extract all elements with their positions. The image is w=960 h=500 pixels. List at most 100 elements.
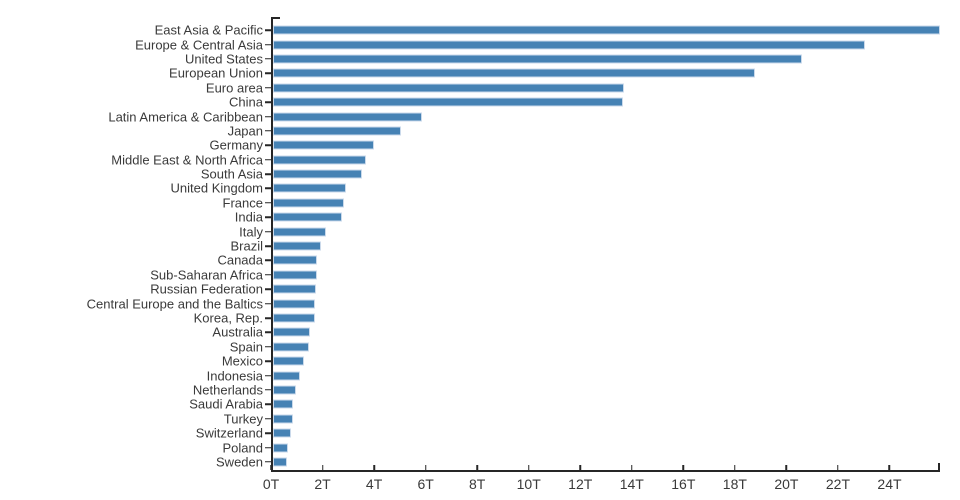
bar[interactable] — [273, 126, 401, 136]
bar-row: Netherlands — [193, 383, 940, 397]
bar[interactable] — [273, 284, 316, 294]
x-tick-label: 6T — [417, 476, 434, 492]
bar-row: Central Europe and the Baltics — [87, 296, 940, 310]
category-label: Mexico — [221, 353, 263, 369]
category-label: Brazil — [230, 238, 263, 254]
bar[interactable] — [273, 342, 310, 352]
bar-row: Brazil — [230, 239, 940, 253]
x-tick-mark — [270, 465, 272, 470]
x-tick-label: 20T — [774, 476, 799, 492]
x-tick-mark — [424, 465, 427, 470]
category-label: United States — [184, 51, 263, 67]
bar[interactable] — [273, 198, 345, 208]
bar-row: France — [223, 196, 940, 210]
x-tick-mark — [476, 465, 478, 470]
bar-row: Russian Federation — [150, 282, 940, 296]
y-tick-mark — [265, 173, 271, 175]
bar[interactable] — [273, 356, 305, 366]
bar-row: Sweden — [216, 455, 940, 469]
y-tick-mark — [265, 187, 271, 190]
category-label: Poland — [222, 440, 263, 456]
bar[interactable] — [273, 212, 343, 222]
category-label: India — [234, 209, 263, 225]
bar-row: Japan — [228, 124, 940, 138]
x-tick-mark — [373, 465, 375, 470]
x-tick-label: 16T — [671, 476, 696, 492]
plot-area: East Asia & Pacific Europe & Central Asi… — [87, 17, 940, 491]
bar[interactable] — [273, 299, 315, 309]
bar-row: Europe & Central Asia — [135, 37, 940, 51]
y-tick-mark — [265, 317, 271, 319]
y-tick-mark — [265, 432, 271, 434]
category-label: Italy — [239, 224, 263, 240]
y-tick-mark — [265, 101, 271, 103]
bar[interactable] — [273, 241, 322, 251]
bar-row: Poland — [223, 440, 940, 454]
category-label: Germany — [209, 137, 263, 153]
category-label: Saudi Arabia — [189, 396, 263, 412]
bar[interactable] — [273, 140, 375, 150]
bar[interactable] — [273, 414, 293, 424]
bar[interactable] — [273, 399, 294, 409]
bar[interactable] — [273, 327, 310, 337]
category-label: Korea, Rep. — [193, 310, 263, 326]
bar[interactable] — [273, 227, 327, 237]
bar[interactable] — [273, 54, 802, 64]
y-tick-mark — [265, 87, 271, 89]
x-tick-label: 18T — [722, 476, 747, 492]
bar[interactable] — [273, 83, 625, 93]
category-label: Sweden — [216, 454, 263, 470]
category-label: Central Europe and the Baltics — [86, 296, 263, 312]
x-tick-label: 22T — [825, 476, 850, 492]
bar[interactable] — [273, 270, 317, 280]
y-tick-mark — [265, 331, 271, 334]
bar-row: India — [235, 210, 940, 224]
category-label: Australia — [212, 324, 263, 340]
x-tick-mark — [527, 465, 530, 470]
x-tick-mark — [321, 465, 324, 470]
category-label: South Asia — [200, 166, 263, 182]
category-label: European Union — [169, 65, 263, 81]
bar[interactable] — [273, 385, 297, 395]
y-tick-mark — [265, 346, 271, 348]
y-tick-mark — [265, 158, 271, 161]
y-tick-mark — [265, 302, 271, 305]
x-tick-label: 24T — [877, 476, 902, 492]
category-label: Sub-Saharan Africa — [150, 267, 263, 283]
bar[interactable] — [273, 40, 866, 50]
bar[interactable] — [273, 255, 317, 265]
bar[interactable] — [273, 25, 940, 35]
y-tick-mark — [265, 230, 271, 233]
y-tick-mark — [265, 245, 271, 247]
bar[interactable] — [273, 443, 289, 453]
bar[interactable] — [273, 371, 300, 381]
bar-row: European Union — [169, 66, 940, 80]
category-label: East Asia & Pacific — [154, 22, 263, 38]
category-label: France — [222, 195, 263, 211]
category-label: Euro area — [205, 80, 263, 96]
category-label: Latin America & Caribbean — [108, 109, 263, 125]
bar[interactable] — [273, 97, 623, 107]
category-label: China — [229, 94, 263, 110]
bar[interactable] — [273, 169, 362, 179]
bar-row: Italy — [239, 224, 940, 238]
bar-row: United States — [185, 52, 940, 66]
bar[interactable] — [273, 183, 347, 193]
bar[interactable] — [273, 112, 422, 122]
bar[interactable] — [273, 428, 292, 438]
bar[interactable] — [273, 457, 288, 467]
x-tick-mark — [837, 465, 839, 470]
y-tick-mark — [265, 130, 271, 132]
bar-row: Australia — [212, 325, 940, 339]
category-label: Turkey — [223, 411, 263, 427]
bar[interactable] — [273, 313, 315, 323]
y-tick-mark — [265, 389, 271, 391]
category-label: Europe & Central Asia — [135, 37, 263, 53]
bar[interactable] — [273, 155, 366, 165]
bar[interactable] — [273, 68, 756, 78]
bar-rows: East Asia & Pacific Europe & Central Asi… — [87, 23, 940, 469]
bar-row: Germany — [210, 138, 940, 152]
y-tick-mark — [265, 29, 271, 31]
category-label: Spain — [229, 339, 263, 355]
